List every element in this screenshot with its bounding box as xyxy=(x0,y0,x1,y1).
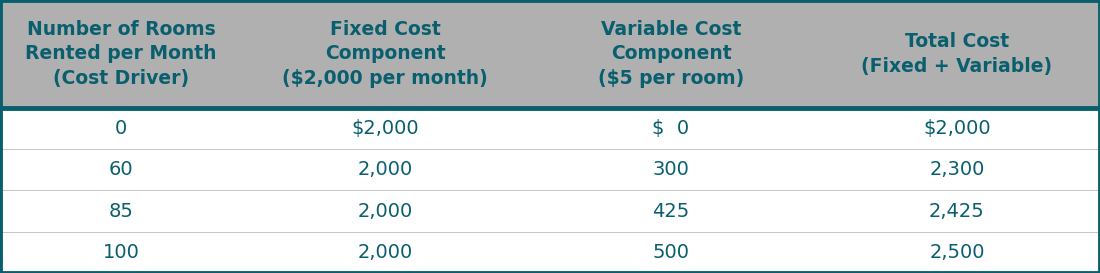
Text: $2,000: $2,000 xyxy=(923,119,991,138)
Text: Variable Cost
Component
($5 per room): Variable Cost Component ($5 per room) xyxy=(598,20,744,88)
Bar xyxy=(0,108,1100,273)
Text: 60: 60 xyxy=(109,160,133,179)
Text: $2,000: $2,000 xyxy=(351,119,419,138)
Text: Number of Rooms
Rented per Month
(Cost Driver): Number of Rooms Rented per Month (Cost D… xyxy=(25,20,217,88)
Text: 500: 500 xyxy=(652,243,690,262)
Bar xyxy=(0,0,1100,108)
Text: 300: 300 xyxy=(652,160,690,179)
Text: 2,000: 2,000 xyxy=(358,201,412,221)
Text: Fixed Cost
Component
($2,000 per month): Fixed Cost Component ($2,000 per month) xyxy=(282,20,488,88)
Text: $  0: $ 0 xyxy=(652,119,690,138)
Text: 2,300: 2,300 xyxy=(930,160,984,179)
Text: 2,500: 2,500 xyxy=(930,243,984,262)
Text: 2,000: 2,000 xyxy=(358,243,412,262)
Text: 425: 425 xyxy=(652,201,690,221)
Text: 85: 85 xyxy=(109,201,133,221)
Text: Total Cost
(Fixed + Variable): Total Cost (Fixed + Variable) xyxy=(861,32,1053,76)
Text: 2,000: 2,000 xyxy=(358,160,412,179)
Text: 100: 100 xyxy=(102,243,140,262)
Text: 0: 0 xyxy=(114,119,128,138)
Text: 2,425: 2,425 xyxy=(930,201,984,221)
